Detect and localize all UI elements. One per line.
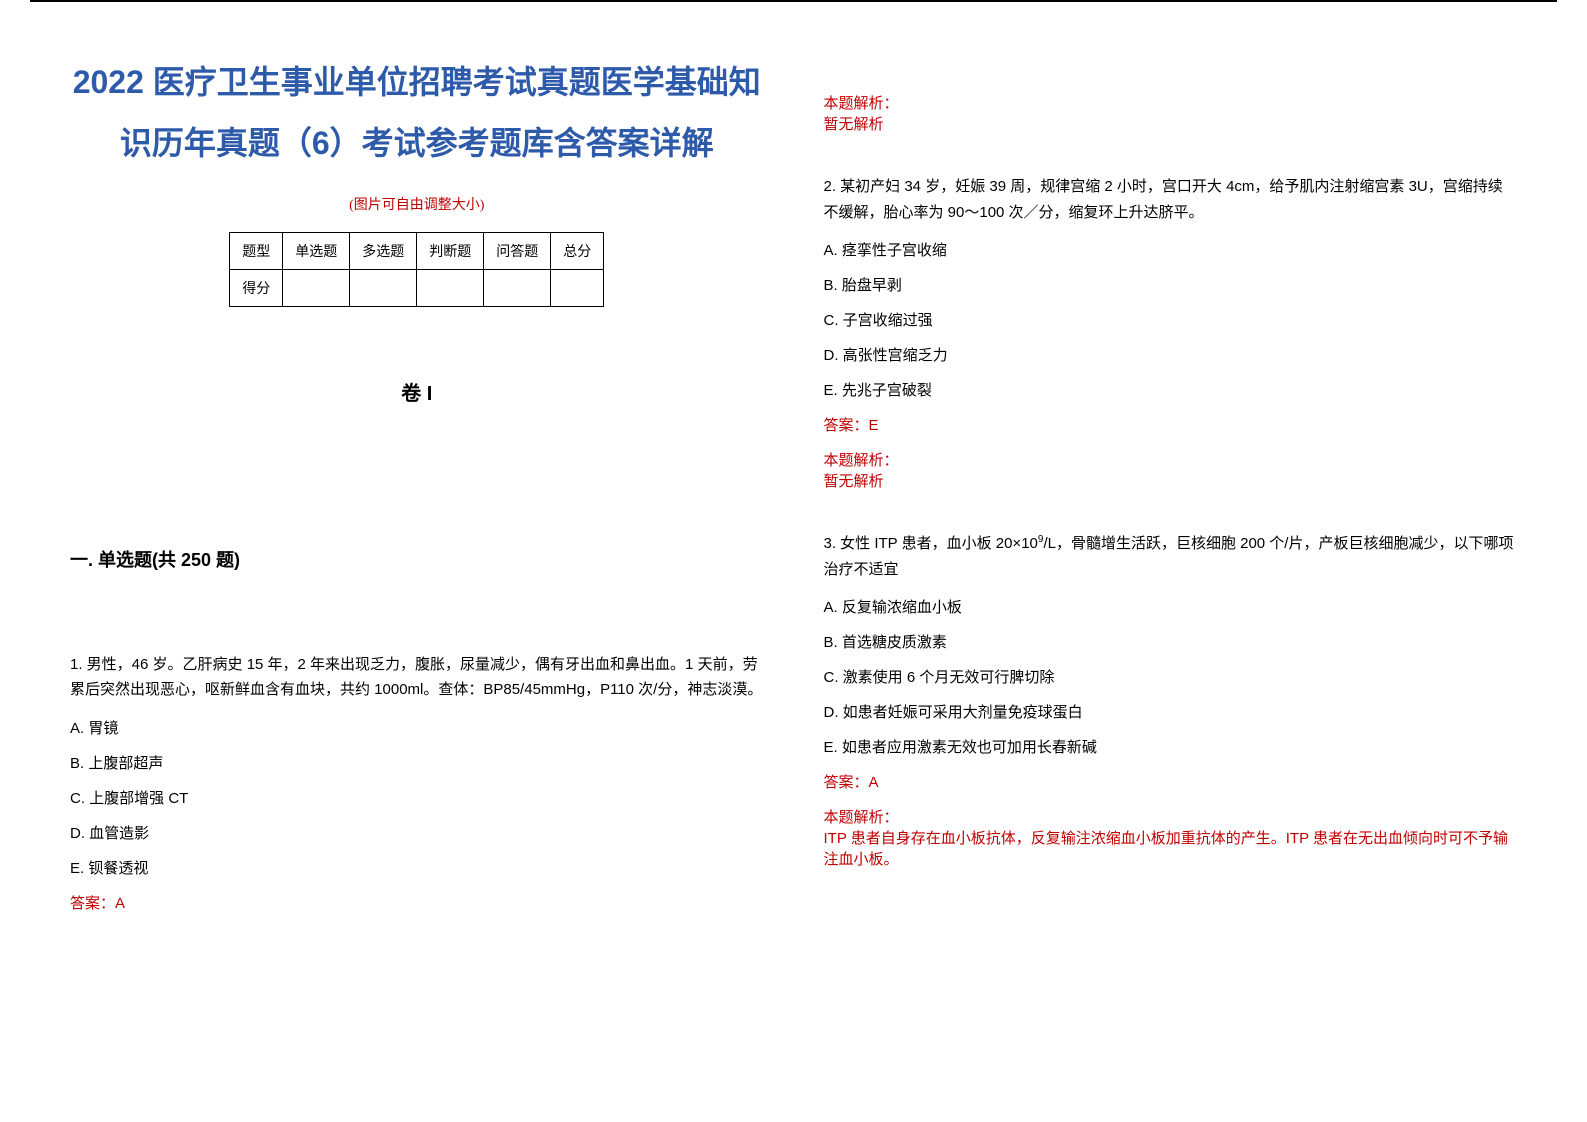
q3-stem-a: 3. 女性 ITP 患者，血小板 20×10: [824, 535, 1038, 552]
q1-option-c: C. 上腹部增强 CT: [70, 787, 764, 808]
q3-answer: 答案：A: [824, 771, 1518, 792]
q1-answer: 答案：A: [70, 892, 764, 913]
th-judge: 判断题: [417, 232, 484, 269]
q3-option-e: E. 如患者应用激素无效也可加用长春新碱: [824, 736, 1518, 757]
q3-option-d: D. 如患者妊娠可采用大剂量免疫球蛋白: [824, 701, 1518, 722]
q1-analysis-body: 暂无解析: [824, 113, 1518, 134]
q1-option-e: E. 钡餐透视: [70, 857, 764, 878]
page-container: 2022 医疗卫生事业单位招聘考试真题医学基础知识历年真题（6）考试参考题库含答…: [30, 0, 1557, 973]
q2-option-e: E. 先兆子宫破裂: [824, 379, 1518, 400]
left-column: 2022 医疗卫生事业单位招聘考试真题医学基础知识历年真题（6）考试参考题库含答…: [70, 52, 764, 953]
q3-analysis-label: 本题解析：: [824, 806, 1518, 827]
score-table: 题型 单选题 多选题 判断题 问答题 总分 得分: [229, 232, 604, 307]
td-qa: [484, 269, 551, 306]
q3-option-c: C. 激素使用 6 个月无效可行脾切除: [824, 666, 1518, 687]
q3-option-b: B. 首选糖皮质激素: [824, 631, 1518, 652]
q2-analysis-label: 本题解析：: [824, 449, 1518, 470]
volume-label: 卷 I: [70, 377, 764, 406]
td-total: [551, 269, 604, 306]
q2-answer: 答案：E: [824, 414, 1518, 435]
question-2: 2. 某初产妇 34 岁，妊娠 39 周，规律宫缩 2 小时，宫口开大 4cm，…: [824, 174, 1518, 491]
q2-option-c: C. 子宫收缩过强: [824, 309, 1518, 330]
th-single: 单选题: [283, 232, 350, 269]
q1-stem: 1. 男性，46 岁。乙肝病史 15 年，2 年来出现乏力，腹胀，尿量减少，偶有…: [70, 652, 764, 703]
td-judge: [417, 269, 484, 306]
q1-analysis-label: 本题解析：: [824, 92, 1518, 113]
q2-option-a: A. 痉挛性子宫收缩: [824, 239, 1518, 260]
question-3: 3. 女性 ITP 患者，血小板 20×109/L，骨髓增生活跃，巨核细胞 20…: [824, 531, 1518, 869]
q3-analysis-body: ITP 患者自身存在血小板抗体，反复输注浓缩血小板加重抗体的产生。ITP 患者在…: [824, 827, 1518, 869]
question-1: 1. 男性，46 岁。乙肝病史 15 年，2 年来出现乏力，腹胀，尿量减少，偶有…: [70, 652, 764, 913]
th-total: 总分: [551, 232, 604, 269]
td-single: [283, 269, 350, 306]
right-column: 本题解析： 暂无解析 2. 某初产妇 34 岁，妊娠 39 周，规律宫缩 2 小…: [824, 52, 1518, 953]
section-heading: 一. 单选题(共 250 题): [70, 546, 764, 572]
q1-analysis-block: 本题解析： 暂无解析: [824, 92, 1518, 134]
q1-option-b: B. 上腹部超声: [70, 752, 764, 773]
q3-option-a: A. 反复输浓缩血小板: [824, 596, 1518, 617]
image-resize-note: (图片可自由调整大小): [70, 194, 764, 214]
td-label: 得分: [230, 269, 283, 306]
document-title: 2022 医疗卫生事业单位招聘考试真题医学基础知识历年真题（6）考试参考题库含答…: [70, 52, 764, 174]
q1-option-a: A. 胃镜: [70, 717, 764, 738]
q1-option-d: D. 血管造影: [70, 822, 764, 843]
q3-stem: 3. 女性 ITP 患者，血小板 20×109/L，骨髓增生活跃，巨核细胞 20…: [824, 531, 1518, 582]
td-multi: [350, 269, 417, 306]
q2-stem: 2. 某初产妇 34 岁，妊娠 39 周，规律宫缩 2 小时，宫口开大 4cm，…: [824, 174, 1518, 225]
q2-option-b: B. 胎盘早剥: [824, 274, 1518, 295]
table-score-row: 得分: [230, 269, 604, 306]
th-qa: 问答题: [484, 232, 551, 269]
q2-option-d: D. 高张性宫缩乏力: [824, 344, 1518, 365]
table-header-row: 题型 单选题 多选题 判断题 问答题 总分: [230, 232, 604, 269]
th-type: 题型: [230, 232, 283, 269]
q2-analysis-body: 暂无解析: [824, 470, 1518, 491]
th-multi: 多选题: [350, 232, 417, 269]
